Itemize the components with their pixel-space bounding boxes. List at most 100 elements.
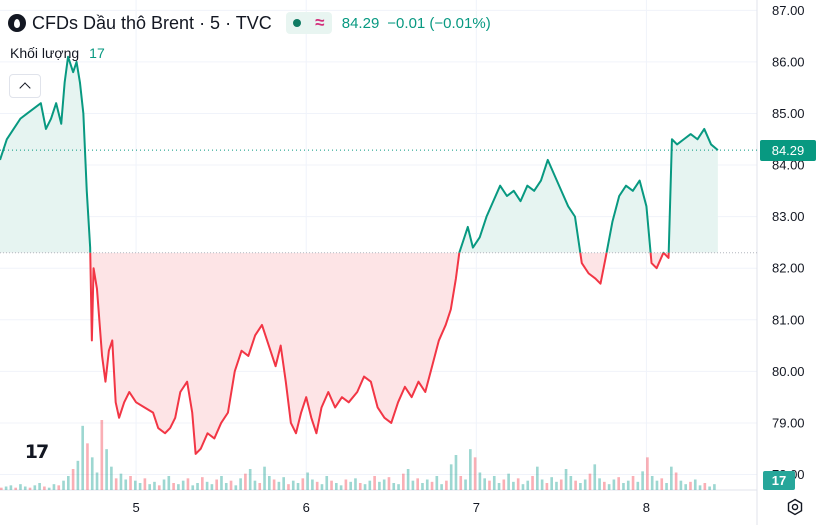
volume-bar: [435, 476, 439, 490]
volume-bar: [598, 478, 601, 490]
volume-bar: [244, 473, 247, 490]
volume-bar: [617, 477, 621, 490]
volume-bar: [4, 486, 8, 490]
volume-bar: [124, 479, 128, 490]
volume-legend: Khối lượng 17: [10, 45, 105, 61]
y-tick-label: 83.00: [772, 209, 805, 224]
volume-bar: [282, 477, 285, 490]
volume-bar: [574, 480, 577, 490]
volume-bar: [296, 483, 300, 490]
volume-bar: [555, 481, 558, 490]
volume-bar: [430, 481, 434, 490]
volume-bar: [0, 487, 3, 490]
volume-bar: [210, 484, 214, 490]
volume-bar: [38, 483, 41, 490]
volume-bar: [167, 476, 171, 490]
volume-bar: [612, 479, 616, 490]
volume-bar: [71, 469, 75, 490]
settings-icon[interactable]: [786, 498, 804, 516]
volume-bar: [272, 479, 276, 490]
x-tick-label: 6: [303, 500, 310, 515]
volume-bar: [402, 473, 405, 490]
volume-bar: [397, 484, 400, 490]
volume-bar: [268, 476, 271, 490]
volume-bar: [76, 460, 80, 490]
volume-bar: [684, 484, 688, 490]
volume-bar: [19, 484, 22, 490]
volume-bar: [138, 483, 142, 490]
volume-bar: [492, 476, 496, 490]
wave-icon[interactable]: ≈: [307, 12, 332, 34]
last-volume-badge: 17: [763, 471, 795, 490]
volume-bar: [181, 480, 185, 490]
volume-bar: [559, 479, 563, 490]
volume-bar: [698, 485, 702, 490]
y-tick-label: 84.00: [772, 158, 805, 173]
y-tick-label: 82.00: [772, 261, 805, 276]
volume-bar: [67, 476, 70, 490]
volume-bar: [626, 480, 630, 490]
volume-bar: [440, 484, 443, 490]
volume-bar: [516, 478, 520, 490]
volume-bar: [425, 479, 429, 490]
volume-bar: [454, 455, 458, 490]
volume-bar: [129, 476, 132, 490]
volume-bar: [464, 479, 467, 490]
volume-bar: [43, 486, 46, 490]
volume-bar: [550, 477, 554, 490]
y-tick-label: 80.00: [772, 364, 805, 379]
volume-bar: [708, 486, 711, 490]
volume-bar: [339, 485, 343, 490]
volume-bar: [411, 480, 415, 490]
y-tick-label: 86.00: [772, 54, 805, 69]
volume-bar: [143, 478, 147, 490]
volume-bar: [378, 481, 381, 490]
volume-bar: [358, 483, 362, 490]
volume-bar: [445, 480, 448, 490]
volume-bar: [488, 480, 491, 490]
volume-bar: [253, 480, 257, 490]
volume-bar: [263, 466, 266, 490]
volume-bar: [406, 469, 410, 490]
time-axis: 5 6 7 8: [132, 500, 650, 515]
volume-bar: [9, 485, 13, 490]
volume-bar: [392, 483, 396, 490]
collapse-legend-button[interactable]: [9, 74, 41, 98]
volume-bar: [110, 466, 113, 490]
volume-bar: [478, 472, 482, 490]
volume-bar: [311, 479, 314, 490]
price-axis: 87.00 86.00 85.00 84.00 83.00 82.00 81.00 80.00…: [772, 3, 805, 482]
volume-label[interactable]: Khối lượng: [10, 45, 80, 61]
volume-bar: [641, 471, 644, 490]
volume-bar: [301, 478, 305, 490]
volume-bar: [531, 476, 534, 490]
volume-bar: [287, 484, 290, 490]
volume-bar: [325, 476, 329, 490]
volume-bar: [579, 483, 582, 490]
volume-bar: [655, 480, 659, 490]
volume-bar: [421, 483, 424, 490]
y-tick-label: 87.00: [772, 3, 805, 18]
symbol-title[interactable]: CFDs Dầu thô Brent · 5 · TVC: [32, 12, 272, 33]
volume-bar: [416, 478, 419, 490]
volume-bar: [177, 484, 180, 490]
volume-bars: [0, 420, 716, 490]
volume-bar: [713, 484, 716, 490]
volume-bar: [172, 483, 175, 490]
volume-bar: [689, 481, 692, 490]
volume-bar: [502, 479, 506, 490]
volume-bar: [105, 449, 108, 490]
tradingview-logo-icon[interactable]: 17: [16, 438, 56, 466]
area-fill-below-baseline: [0, 252, 718, 454]
volume-bar: [650, 476, 654, 490]
volume-bar: [234, 485, 238, 490]
volume-bar: [229, 480, 233, 490]
volume-bar: [382, 479, 386, 490]
volume-bar: [536, 466, 539, 490]
volume-bar: [622, 483, 625, 490]
volume-bar: [564, 469, 568, 490]
volume-bar: [344, 479, 348, 490]
volume-bar: [81, 425, 84, 490]
volume-bar: [33, 485, 37, 490]
